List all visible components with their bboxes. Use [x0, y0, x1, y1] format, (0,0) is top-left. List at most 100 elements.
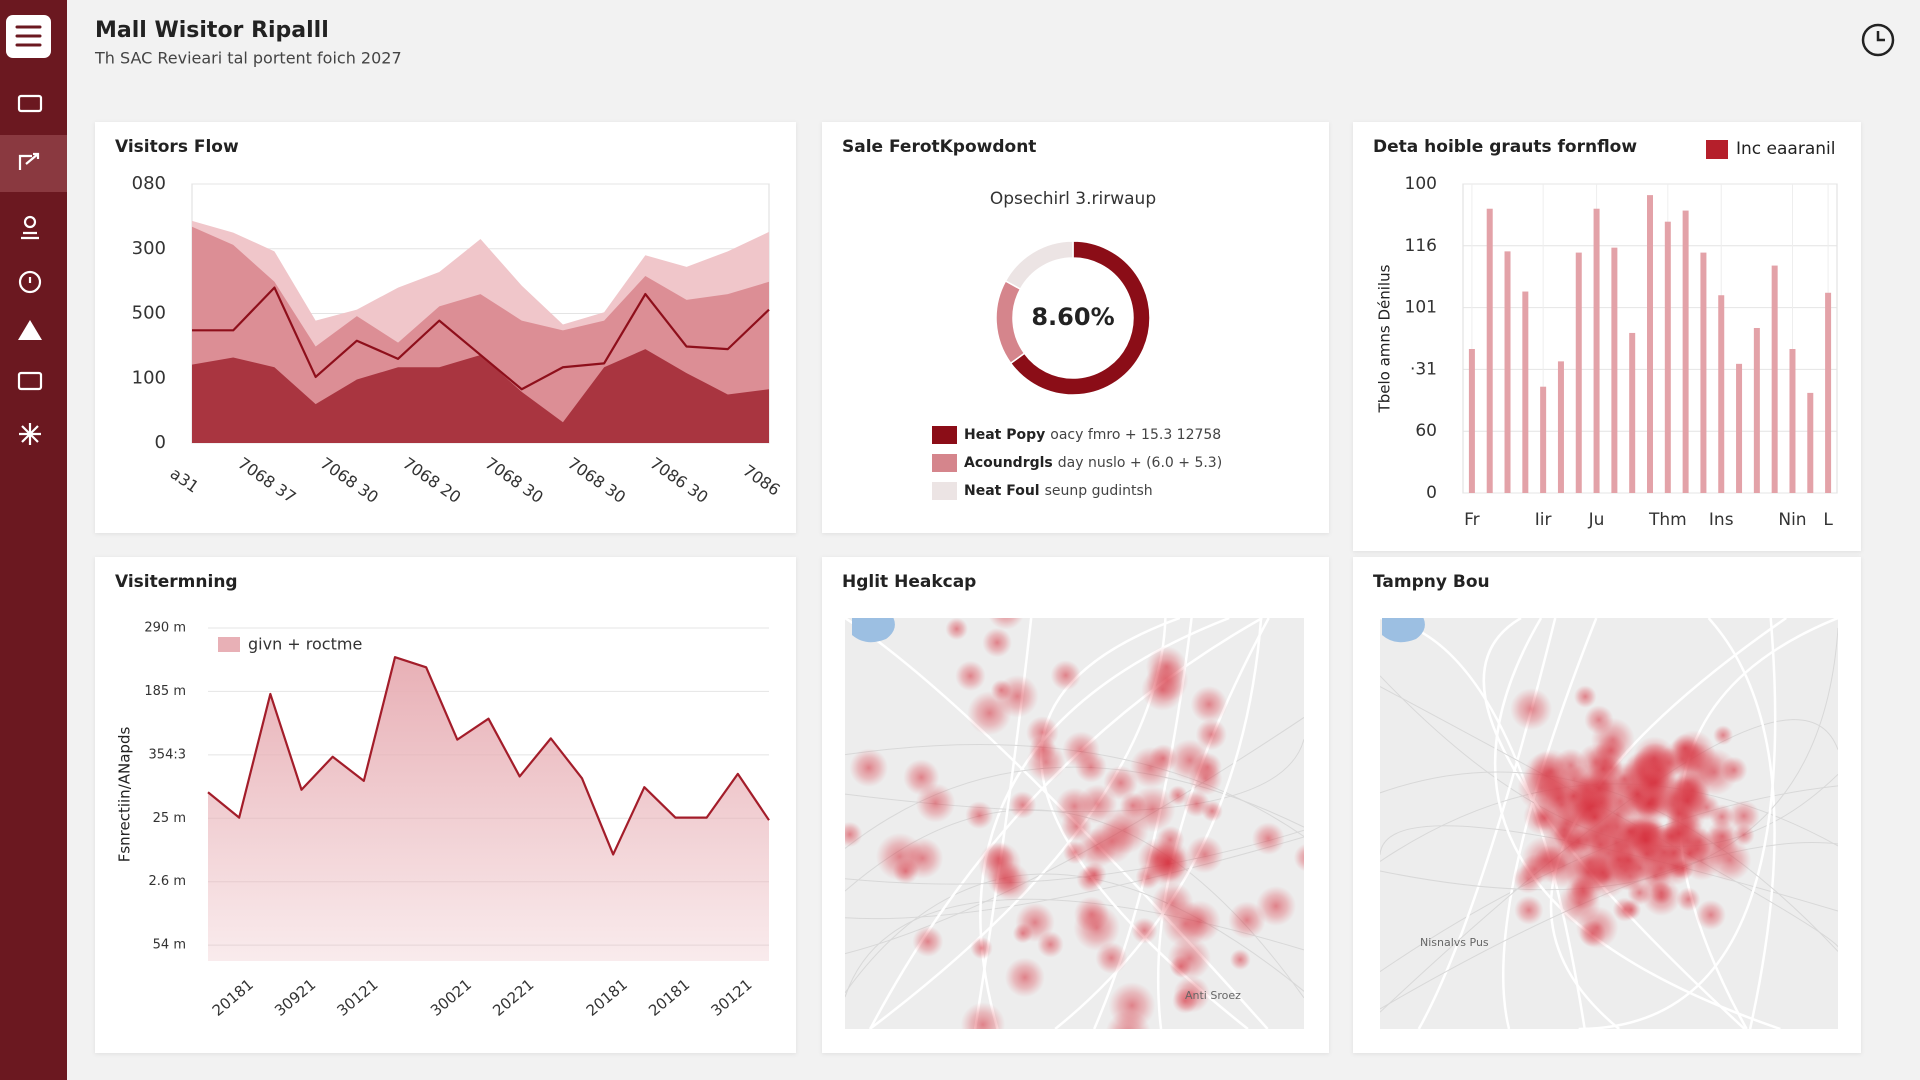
nav-icon[interactable] [18, 270, 42, 294]
bar [1807, 392, 1814, 493]
bar [1611, 247, 1618, 493]
nav-icon[interactable] [18, 152, 40, 170]
heat-spot [1173, 975, 1211, 1013]
bar [1468, 349, 1475, 493]
road [845, 717, 1304, 955]
area [192, 349, 769, 443]
heat-spot [1670, 733, 1700, 763]
bar [1736, 363, 1743, 493]
heat-spot [1050, 660, 1081, 691]
bar [1522, 291, 1529, 493]
sidebar-active [0, 135, 67, 192]
y-tick-label: 080 [132, 173, 166, 194]
y-tick-label: 0 [155, 432, 166, 453]
panel-title: Visitermning [115, 572, 238, 592]
heat-spot [1584, 854, 1629, 899]
heat-spot [1665, 799, 1693, 828]
panel-title: Deta hoible grauts fornflow [1373, 137, 1637, 157]
bar [1682, 210, 1689, 493]
page-title: Mall Wisitor Ripalll [95, 18, 329, 43]
heat-spot [991, 861, 1031, 902]
heat-spot [1713, 725, 1734, 746]
road [1578, 618, 1777, 1029]
heat-spot [1514, 895, 1544, 925]
bar [1540, 386, 1547, 493]
heat-spot [1720, 756, 1748, 784]
bar [1629, 332, 1636, 493]
heat-spot [1293, 843, 1304, 872]
heat-spot [1540, 842, 1587, 889]
y-axis-label: Tbelo amns Dénilus [1376, 264, 1394, 413]
legend-swatch [932, 482, 957, 500]
heat-spot [960, 1002, 1006, 1029]
x-tick-label: Ju [1588, 510, 1605, 530]
heat-spot [1528, 749, 1574, 794]
heat-spot [982, 627, 1012, 658]
y-tick-label: 354:3 [149, 747, 186, 762]
bar [1753, 327, 1760, 493]
x-tick-label: L [1823, 510, 1833, 530]
heat-spot [1662, 816, 1697, 851]
clock-icon[interactable] [1861, 23, 1895, 57]
heat-spot [1695, 899, 1726, 931]
bar [1504, 251, 1511, 493]
legend-label: Acoundrgls [964, 455, 1053, 471]
heat-spot [903, 759, 940, 796]
map-label: Nisnalvs Pus [1420, 936, 1489, 949]
legend-description: oacy fmro + 15.3 12758 [1050, 427, 1221, 443]
heat-spot [1597, 823, 1635, 861]
heat-spot [1228, 901, 1266, 939]
heat-spot [1151, 882, 1194, 925]
heat-spot [1708, 838, 1752, 882]
heat-spot [1709, 804, 1735, 830]
y-tick-label: 2.6 m [149, 874, 186, 889]
nav-icon[interactable] [18, 320, 42, 340]
panel-title: Visitors Flow [115, 137, 239, 157]
panel-title: Hglit Heakcap [842, 572, 976, 592]
heat-spot [1144, 839, 1193, 888]
heat-spot [1185, 835, 1224, 874]
heat-spot [1077, 828, 1118, 868]
nav-icon[interactable] [19, 423, 41, 445]
heat-spot [1004, 957, 1045, 998]
heat-spot [1633, 760, 1678, 806]
legend-swatch [218, 637, 240, 652]
x-tick-label: Nin [1778, 510, 1806, 530]
area [208, 657, 769, 961]
x-tick-label: Fr [1464, 510, 1480, 530]
nav-icon[interactable] [17, 94, 43, 113]
nav-icon[interactable] [23, 215, 37, 229]
donut-segment [1009, 240, 1151, 396]
bar [1825, 292, 1832, 493]
heat-spot [1642, 877, 1681, 917]
legend-description: day nuslo + (6.0 + 5.3) [1058, 455, 1222, 471]
y-axis-label: Fsnrectiin/ANapds [116, 727, 134, 863]
y-tick-label: 185 m [144, 684, 186, 699]
heat-spot [1588, 754, 1618, 784]
y-tick-label: 100 [1405, 174, 1437, 194]
heat-spot [1584, 705, 1614, 735]
y-tick-label: 300 [132, 238, 166, 259]
road [1494, 618, 1781, 1029]
heat-spot [849, 748, 889, 788]
nav-icon[interactable] [17, 371, 43, 391]
map: Anti Sroez [845, 618, 1304, 1029]
water [1382, 618, 1425, 643]
x-tick-label: Ins [1709, 510, 1734, 530]
x-tick-label: Iir [1535, 510, 1552, 530]
heat-spot [1629, 823, 1663, 858]
y-tick-label: 0 [1426, 483, 1437, 503]
bar [1700, 252, 1707, 493]
road [869, 618, 1263, 1029]
line [207, 656, 770, 856]
heat-spot [1251, 822, 1285, 856]
bar [1557, 361, 1564, 493]
heat-spot [1082, 861, 1107, 887]
bar [1789, 349, 1796, 493]
heat-spot [1145, 646, 1188, 688]
heat-spot [988, 618, 1024, 630]
legend-label: givn + roctme [248, 635, 362, 654]
legend-description: seunp gudintsh [1045, 483, 1153, 499]
y-tick-label: 54 m [153, 938, 186, 953]
